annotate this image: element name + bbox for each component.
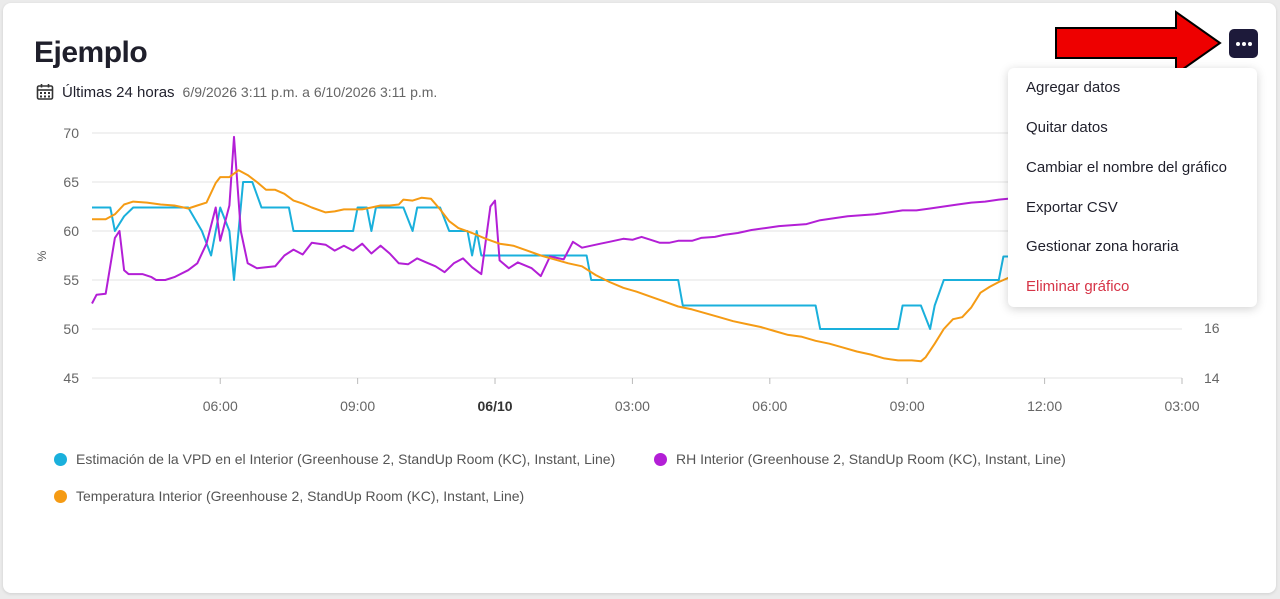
menu-item-add-data[interactable]: Agregar datos: [1026, 79, 1121, 96]
x-tick-label: 09:00: [340, 398, 375, 414]
menu-item-manage-timezone[interactable]: Gestionar zona horaria: [1026, 238, 1179, 255]
y-tick-label: 60: [63, 223, 79, 239]
x-tick-label: 06:00: [752, 398, 787, 414]
options-menu: Agregar datos Quitar datos Cambiar el no…: [1008, 68, 1257, 307]
chart-grid: [92, 132, 1182, 379]
legend-swatch: [54, 452, 67, 466]
x-tick-label: 09:00: [890, 398, 925, 414]
y-axis-ticks: 70 65 60 55 50 45: [63, 125, 79, 386]
x-tick-label: 06:00: [203, 398, 238, 414]
menu-item-export-csv[interactable]: Exportar CSV: [1026, 199, 1118, 216]
x-axis-ticks: 06:00 09:00 06/10 03:00 06:00 09:00 12:00 03:00: [203, 378, 1200, 414]
series-line-0: [92, 181, 1045, 330]
y-tick-label: 50: [63, 321, 79, 337]
legend-label: Temperatura Interior (Greenhouse 2, Stan…: [76, 488, 525, 504]
y-tick-label: 70: [63, 125, 79, 141]
range-label: Últimas 24 horas: [62, 83, 175, 101]
legend-label: RH Interior (Greenhouse 2, StandUp Room …: [676, 451, 1066, 467]
legend-item-temp[interactable]: Temperatura Interior (Greenhouse 2, Stan…: [54, 488, 524, 504]
y-axis-label: %: [35, 250, 49, 261]
legend-item-vpd[interactable]: Estimación de la VPD en el Interior (Gre…: [54, 451, 615, 467]
chart-title: Ejemplo: [34, 36, 148, 69]
range-dates: 6/9/2026 3:11 p.m. a 6/10/2026 3:11 p.m.: [182, 84, 438, 100]
more-options-button[interactable]: [1229, 29, 1258, 58]
legend-label: Estimación de la VPD en el Interior (Gre…: [76, 451, 616, 467]
red-arrow-annotation: [1055, 10, 1222, 76]
menu-item-rename-chart[interactable]: Cambiar el nombre del gráfico: [1026, 159, 1227, 176]
more-horizontal-icon-dot: [1247, 41, 1252, 46]
y2-tick-label: 16: [1204, 320, 1220, 336]
menu-item-remove-data[interactable]: Quitar datos: [1026, 119, 1108, 136]
y-tick-label: 65: [63, 174, 79, 190]
x-tick-label: 06/10: [478, 398, 513, 414]
legend-swatch: [654, 452, 667, 466]
legend-swatch: [54, 489, 67, 503]
y-tick-label: 45: [63, 370, 79, 386]
more-horizontal-icon-dot: [1241, 41, 1246, 46]
more-horizontal-icon: [1235, 41, 1240, 46]
y-tick-label: 55: [63, 272, 79, 288]
series-line-2: [92, 169, 1105, 363]
x-tick-label: 03:00: [1164, 398, 1199, 414]
menu-item-delete-chart[interactable]: Eliminar gráfico: [1026, 278, 1130, 295]
x-tick-label: 03:00: [615, 398, 650, 414]
x-tick-label: 12:00: [1027, 398, 1062, 414]
time-range: Últimas 24 horas 6/9/2026 3:11 p.m. a 6/…: [36, 83, 437, 101]
calendar-icon: [36, 84, 54, 100]
legend-item-rh[interactable]: RH Interior (Greenhouse 2, StandUp Room …: [654, 451, 1066, 467]
y2-tick-label: 14: [1204, 370, 1220, 386]
